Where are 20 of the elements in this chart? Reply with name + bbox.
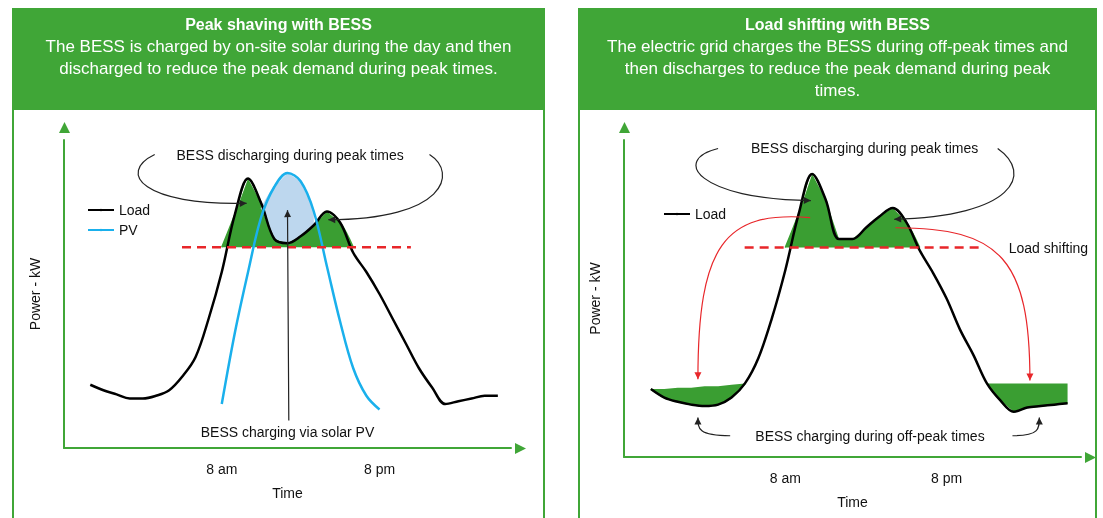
chart-subtitle: The BESS is charged by on-site solar during the day and then discharged to reduce the peak demand during peak times. [44,36,513,80]
x-tick-label: 8 pm [363,461,396,477]
legend-label: PV [119,222,139,238]
legend-label: Load [119,202,151,218]
text: BESS discharging during peak times [750,140,979,157]
x-tick-label: 8 am [769,470,801,486]
chart-title: Load shifting with BESS [744,15,931,35]
y-axis-title: Power - kW [27,257,43,331]
y-axis-title: Power - kW [587,261,603,335]
x-tick-label: 8 am [206,461,238,477]
x-tick-label: 8 pm [931,470,963,486]
x-axis-title: Time [272,485,304,501]
legend-label: Load [695,206,727,222]
x-axis-title: Time [837,494,869,510]
annotation: Load shifting [1008,239,1089,256]
chart-subtitle: The electric grid charges the BESS during off-peak times and then discharges to reduce the peak demand during peak times. [606,36,1069,102]
annotation: BESS charging during off-peak times [755,427,985,444]
chart-title: Peak shaving with BESS [184,15,373,35]
annotation: BESS charging via solar PV [200,423,375,440]
text: BESS discharging during peak times [176,146,404,163]
